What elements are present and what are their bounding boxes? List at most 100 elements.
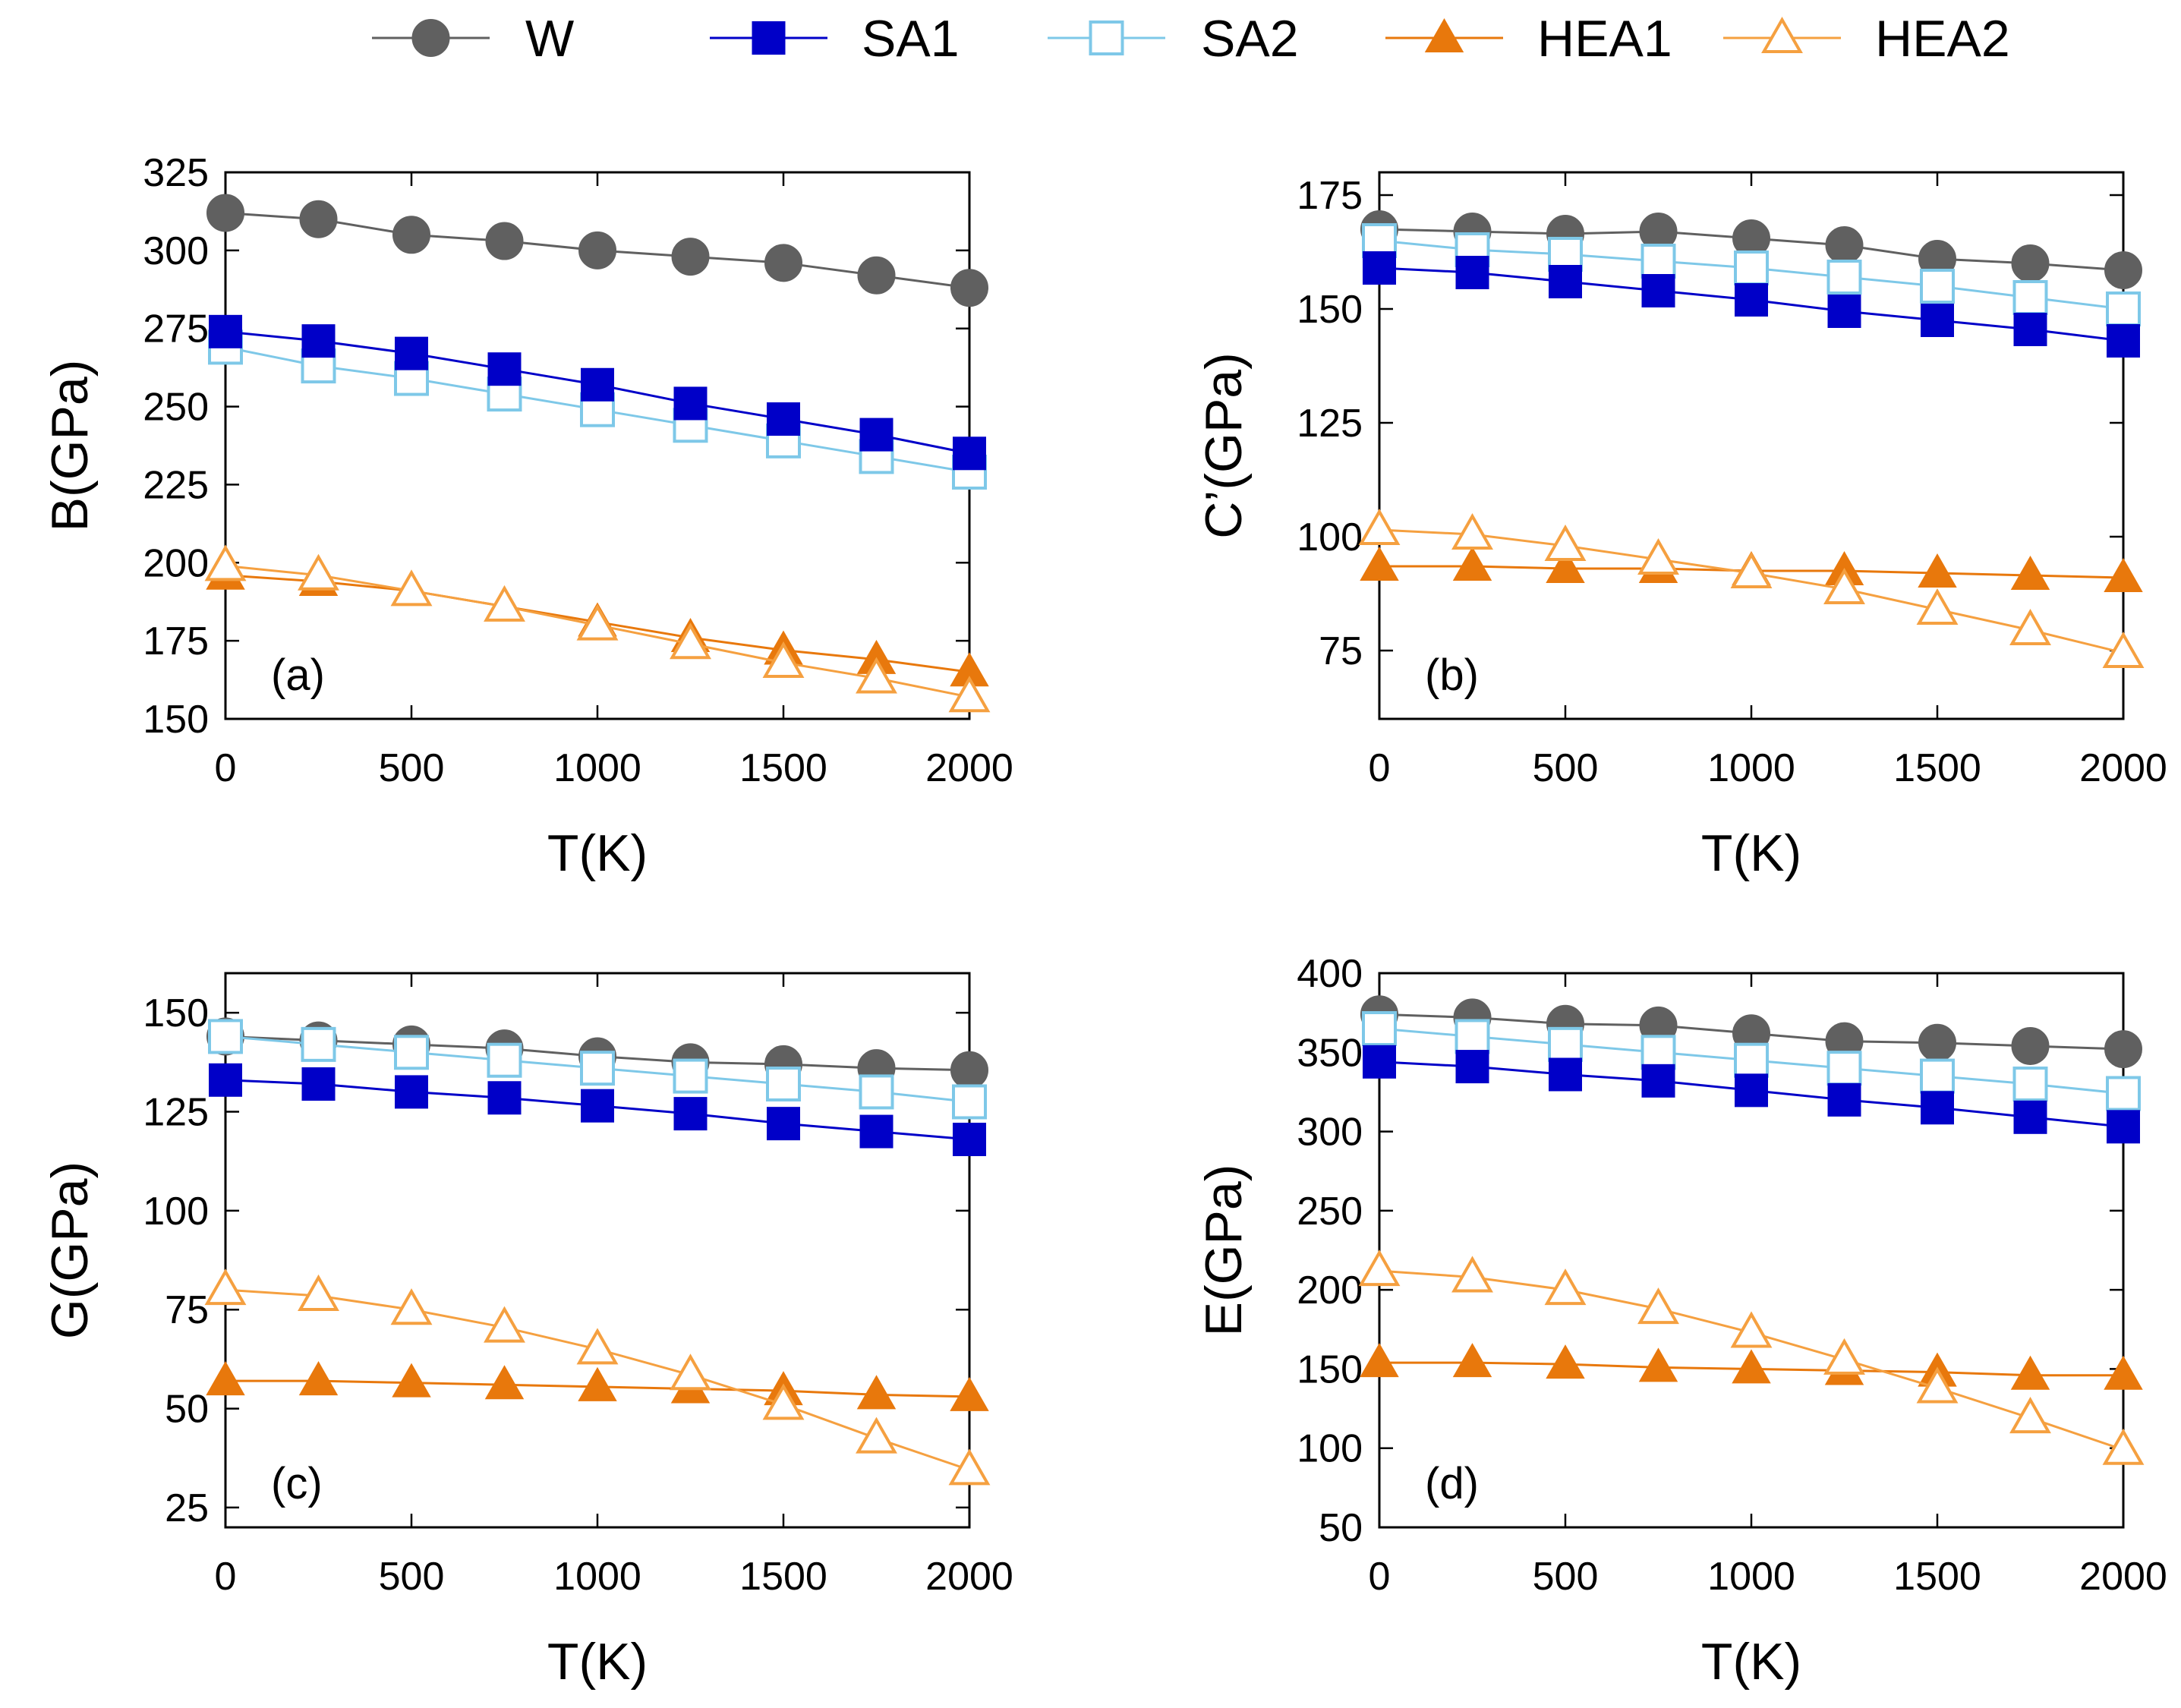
panel-c-xtick-label: 1500 [739, 1555, 827, 1599]
panel-d-point-sa2 [1826, 1051, 1862, 1086]
panel-d-point-hea2 [1451, 1256, 1493, 1293]
panel-c-xtick-label: 1000 [553, 1555, 641, 1599]
panel-a-point-hea2 [390, 569, 433, 607]
panel-a-point-sa1 [395, 336, 428, 370]
panel-b-point-hea2 [1637, 537, 1679, 575]
panel-b-point-sa2 [1734, 251, 1769, 285]
panel-b-xtick-label: 1000 [1707, 746, 1795, 790]
panel-c-point-hea1 [206, 1361, 245, 1396]
panel-c-letter: (c) [271, 1459, 323, 1508]
legend-marker-sa1 [752, 21, 786, 55]
panel-c-point-sa2 [208, 1019, 243, 1054]
panel-a-point-hea2 [576, 603, 619, 641]
panel-c-point-hea2 [390, 1288, 433, 1325]
panel-b-point-w [2104, 251, 2142, 289]
panel-b-ytick-label: 175 [1297, 174, 1363, 218]
panel-c-point-hea1 [392, 1363, 431, 1398]
panel-a-point-sa1 [487, 352, 522, 386]
legend-marker-hea1 [1424, 17, 1464, 52]
panel-b-point-hea2 [1823, 567, 1865, 604]
panel-b-point-sa1 [2107, 324, 2140, 358]
legend-item-hea1: HEA1 [1385, 10, 1672, 68]
panel-b-series-sa1 [1363, 251, 2140, 358]
panel-c-point-hea2 [670, 1353, 711, 1391]
panel-d-point-sa1 [2013, 1100, 2047, 1134]
panel-d-point-sa1 [1921, 1091, 1954, 1125]
panel-d-xtick-label: 1500 [1893, 1555, 1981, 1599]
panel-d-series-sa1 [1363, 1045, 2140, 1144]
panel-c-point-hea1 [484, 1365, 525, 1400]
panel-a-xtick-label: 1500 [739, 746, 827, 790]
panel-a-point-sa1 [767, 402, 800, 436]
panel-d-letter: (d) [1425, 1459, 1479, 1508]
panel-b-point-hea1 [1546, 548, 1585, 583]
panel-a-point-hea2 [204, 544, 247, 581]
panel-c-point-sa2 [301, 1026, 336, 1062]
panel-c-point-hea2 [948, 1448, 991, 1486]
panel-c-ytick-label: 75 [165, 1288, 209, 1332]
panel-c-point-sa2 [766, 1067, 801, 1101]
panel-c-point-sa2 [859, 1074, 894, 1110]
panel-d-series-hea2 [1358, 1249, 2145, 1465]
panel-c-point-hea1 [298, 1361, 339, 1396]
panel-d-point-hea2 [1916, 1366, 1959, 1404]
panel-d-ytick-label: 250 [1297, 1190, 1363, 1234]
panel-b-point-hea2 [2009, 608, 2051, 645]
legend-label-w: W [525, 10, 574, 68]
panel-d-point-hea1 [1546, 1344, 1585, 1379]
panel-d-point-sa2 [1362, 1011, 1397, 1046]
panel-c-xtick-label: 500 [379, 1555, 445, 1599]
panel-d-ytick-label: 400 [1297, 952, 1363, 996]
panel-d-xtick-label: 2000 [2079, 1555, 2167, 1599]
panel-c-series-hea2 [204, 1268, 991, 1486]
panel-b-xtick-label: 0 [1369, 746, 1391, 790]
panel-a-letter: (a) [271, 651, 325, 700]
panel-c-xtick-label: 2000 [925, 1555, 1013, 1599]
panel-b-point-sa1 [1363, 251, 1396, 285]
panel-d-point-hea2 [1823, 1338, 1865, 1375]
panel-b-ytick-label: 75 [1319, 629, 1363, 673]
panel-d-point-sa1 [1549, 1057, 1582, 1092]
panel-d-ylabel: E(GPa) [1195, 1164, 1253, 1337]
panel-a-xtick-label: 500 [379, 746, 445, 790]
panel-c-point-sa1 [581, 1089, 614, 1123]
panel-d-point-sa1 [2107, 1110, 2140, 1144]
panel-b-xtick-label: 500 [1533, 746, 1599, 790]
panel-b-ylabel: C’(GPa) [1195, 352, 1253, 539]
panel-b: 75 100 125 150 175 0 500 1000 1500 2000 T(K) C’(GPa… [1195, 171, 2167, 882]
legend-label-hea2: HEA2 [1875, 10, 2010, 68]
panel-b-series-hea2 [1358, 508, 2145, 668]
panel-d-point-w [2011, 1026, 2050, 1065]
panel-b-point-sa2 [1826, 260, 1862, 295]
panel-c-point-sa1 [395, 1075, 428, 1109]
panel-b-point-sa2 [1640, 244, 1676, 279]
panel-d-point-sa1 [1827, 1082, 1861, 1117]
panel-a-point-sa1 [953, 436, 986, 471]
panel-a-ytick-label: 275 [143, 307, 209, 351]
panel-d-point-sa2 [1640, 1035, 1676, 1070]
panel-d-point-sa2 [2012, 1067, 2048, 1101]
panel-c-ylabel: G(GPa) [41, 1161, 99, 1339]
panel-a-xlabel: T(K) [547, 824, 648, 882]
panel-a: 150 175 200 225 250 275 300 325 0 500 1000 1500 2000… [41, 151, 1013, 882]
panel-b-ytick-label: 150 [1297, 288, 1363, 332]
legend-item-sa1: SA1 [710, 10, 960, 68]
panel-d-point-sa1 [1363, 1045, 1396, 1079]
panel-b-point-hea2 [1916, 588, 1959, 625]
panel-d-series-hea1 [1360, 1343, 2143, 1390]
panel-b-point-sa2 [1920, 269, 1955, 304]
legend-item-hea2: HEA2 [1723, 10, 2010, 68]
panel-d-ytick-label: 300 [1297, 1111, 1363, 1155]
panel-d-point-sa2 [1734, 1042, 1769, 1078]
panel-a-point-sa1 [859, 418, 894, 452]
panel-d: 50 100 150 200 250 300 350 400 0 500 1000 1500 2000 T… [1195, 952, 2167, 1691]
panel-c-ytick-label: 100 [143, 1190, 209, 1234]
panel-c-point-sa2 [580, 1051, 615, 1086]
panel-c-point-sa1 [953, 1123, 986, 1156]
panel-a-point-w [578, 231, 616, 269]
panel-a-point-w [857, 256, 896, 295]
panel-c-series-sa1 [209, 1063, 986, 1156]
panel-c-point-hea1 [856, 1375, 897, 1410]
panel-c-series-hea1 [206, 1361, 989, 1411]
